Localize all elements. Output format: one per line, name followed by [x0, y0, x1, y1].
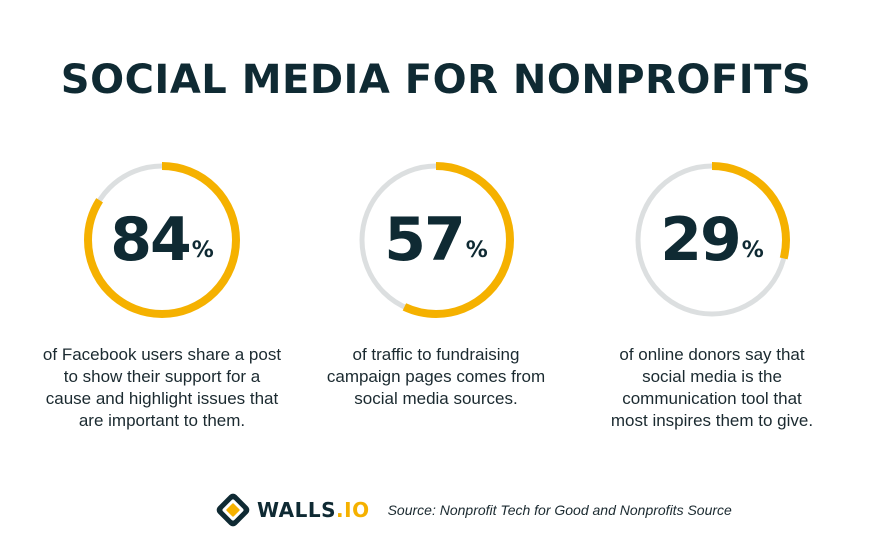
walls-io-logo-icon	[216, 493, 250, 527]
stat-description-line: social media is the	[642, 367, 782, 386]
progress-ring-graphic	[358, 162, 514, 318]
stat-description-line: most inspires them to give.	[610, 411, 814, 430]
stat-card-online-donors: 29% of online donors say that social med…	[567, 160, 857, 432]
percent-sign: %	[741, 238, 764, 263]
progress-ring-graphic	[84, 162, 240, 318]
progress-ring: 29%	[632, 160, 792, 320]
logo-wordmark: WALLS.IO	[257, 498, 370, 522]
stat-description: of traffic to fundraising campaign pages…	[291, 344, 581, 410]
logo-wordmark-accent: .IO	[336, 498, 370, 522]
stat-description: of online donors say that social media i…	[567, 344, 857, 432]
ring-progress-arc	[634, 162, 790, 318]
stat-value: 29%	[632, 160, 792, 320]
stat-number: 29	[660, 205, 741, 275]
stat-description-line: social media sources.	[354, 389, 518, 408]
stat-description-line: are important to them.	[78, 411, 246, 430]
stat-description-line: communication tool that	[622, 389, 802, 408]
stat-description-line: of online donors say that	[619, 345, 805, 364]
percent-sign: %	[465, 238, 488, 263]
stat-description-line: cause and highlight issues that	[45, 389, 279, 408]
footer: WALLS.IO Source: Nonprofit Tech for Good…	[215, 490, 732, 530]
percent-sign: %	[191, 238, 214, 263]
stat-description-line: of Facebook users share a post	[42, 345, 282, 364]
walls-io-logo: WALLS.IO	[215, 492, 370, 528]
stat-card-fundraising-traffic: 57% of traffic to fundraising campaign p…	[291, 160, 581, 410]
stat-description: of Facebook users share a post to show t…	[17, 344, 307, 432]
stat-value: 84%	[82, 160, 242, 320]
stat-description-line: to show their support for a	[63, 367, 261, 386]
progress-ring: 84%	[82, 160, 242, 320]
stat-description-line: campaign pages comes from	[326, 367, 546, 386]
stat-value: 57%	[356, 160, 516, 320]
stat-description-line: of traffic to fundraising	[352, 345, 520, 364]
progress-ring: 57%	[356, 160, 516, 320]
ring-progress-arc	[358, 162, 514, 318]
stat-card-facebook: 84% of Facebook users share a post to sh…	[17, 160, 307, 432]
logo-wordmark-main: WALLS	[257, 498, 337, 522]
stat-number: 57	[384, 205, 465, 275]
source-citation: Source: Nonprofit Tech for Good and Nonp…	[387, 502, 732, 518]
ring-progress-arc	[84, 162, 240, 318]
page-title: SOCIAL MEDIA FOR NONPROFITS	[60, 57, 812, 103]
progress-ring-graphic	[634, 162, 790, 318]
stat-number: 84	[110, 205, 191, 275]
